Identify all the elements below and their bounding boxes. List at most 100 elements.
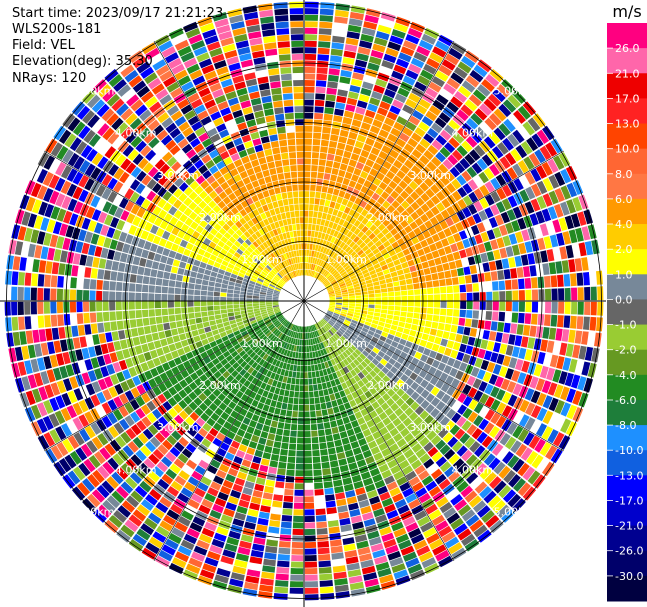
velocity-gate <box>325 332 331 339</box>
velocity-gate <box>269 245 275 252</box>
velocity-gate <box>326 87 337 95</box>
velocity-gate <box>450 213 460 224</box>
velocity-gate <box>171 266 179 274</box>
velocity-gate <box>304 398 310 405</box>
velocity-gate <box>371 192 380 201</box>
velocity-gate <box>377 244 386 252</box>
velocity-gate <box>395 58 410 69</box>
velocity-gate <box>217 342 226 350</box>
velocity-gate <box>277 560 290 568</box>
velocity-gate <box>542 327 550 339</box>
velocity-gate <box>255 230 262 238</box>
velocity-gate <box>278 233 284 241</box>
velocity-gate <box>297 417 304 425</box>
velocity-gate <box>337 89 348 97</box>
velocity-gate <box>461 55 476 69</box>
velocity-gate <box>162 345 171 354</box>
ring-label: 3.00km <box>409 421 451 434</box>
velocity-gate <box>290 430 297 437</box>
velocity-gate <box>226 177 236 187</box>
velocity-gate <box>319 198 326 206</box>
velocity-gate <box>75 141 88 155</box>
velocity-gate <box>290 331 294 338</box>
velocity-gate <box>141 42 157 55</box>
velocity-gate <box>453 309 460 317</box>
velocity-gate <box>170 480 183 492</box>
velocity-gate <box>232 198 240 207</box>
velocity-gate <box>135 301 142 310</box>
velocity-gate <box>72 253 81 265</box>
velocity-gate <box>195 254 203 262</box>
velocity-gate <box>102 301 109 311</box>
velocity-gate <box>228 401 237 410</box>
velocity-gate <box>337 452 346 460</box>
velocity-gate <box>198 402 208 412</box>
velocity-gate <box>315 224 320 232</box>
velocity-gate <box>63 210 73 224</box>
velocity-gate <box>262 368 269 376</box>
velocity-gate <box>260 136 270 144</box>
velocity-gate <box>229 14 244 24</box>
velocity-gate <box>241 330 248 337</box>
velocity-gate <box>311 365 315 372</box>
velocity-gate <box>310 424 318 431</box>
velocity-gate <box>241 155 250 164</box>
velocity-gate <box>288 370 293 378</box>
velocity-gate <box>327 275 334 281</box>
velocity-gate <box>362 428 372 437</box>
velocity-gate <box>391 393 400 402</box>
velocity-gate <box>483 98 497 112</box>
velocity-gate <box>116 371 126 383</box>
velocity-gate <box>137 266 145 275</box>
velocity-gate <box>425 503 438 515</box>
velocity-gate <box>107 342 115 353</box>
velocity-gate <box>257 264 264 271</box>
velocity-gate <box>219 331 227 338</box>
velocity-gate <box>447 357 456 367</box>
velocity-gate <box>467 387 478 398</box>
velocity-gate <box>243 432 253 441</box>
velocity-gate <box>279 388 285 396</box>
velocity-gate <box>239 269 247 275</box>
velocity-gate <box>73 432 85 446</box>
velocity-gate <box>198 459 209 470</box>
velocity-gate <box>336 355 343 363</box>
velocity-gate <box>388 296 395 301</box>
velocity-gate <box>239 245 246 252</box>
velocity-gate <box>414 351 423 360</box>
velocity-gate <box>66 405 78 419</box>
velocity-gate <box>329 305 336 308</box>
velocity-gate <box>380 313 387 319</box>
velocity-gate <box>201 93 214 104</box>
velocity-gate <box>56 380 67 394</box>
velocity-gate <box>419 138 431 149</box>
velocity-gate <box>141 174 152 186</box>
velocity-gate <box>36 168 48 184</box>
velocity-gate <box>417 269 425 277</box>
velocity-gate <box>319 15 333 22</box>
velocity-gate <box>378 388 386 397</box>
velocity-gate <box>577 211 587 226</box>
velocity-gate <box>255 282 262 287</box>
velocity-gate <box>236 87 248 97</box>
velocity-gate <box>403 448 415 459</box>
velocity-gate <box>291 53 304 61</box>
velocity-gate <box>560 386 570 401</box>
velocity-gate <box>331 168 339 176</box>
velocity-gate <box>113 510 127 523</box>
velocity-gate <box>377 397 386 406</box>
velocity-gate <box>536 407 548 422</box>
velocity-gate <box>120 210 130 221</box>
velocity-gate <box>465 75 480 88</box>
velocity-gate <box>521 360 530 373</box>
velocity-gate <box>326 367 332 375</box>
velocity-gate <box>172 259 181 267</box>
velocity-gate <box>278 547 291 555</box>
velocity-gate <box>84 359 93 371</box>
velocity-gate <box>259 243 266 251</box>
velocity-gate <box>338 404 346 412</box>
velocity-gate <box>166 156 178 167</box>
velocity-gate <box>254 337 261 344</box>
velocity-gate <box>387 205 396 214</box>
velocity-gate <box>304 171 311 178</box>
